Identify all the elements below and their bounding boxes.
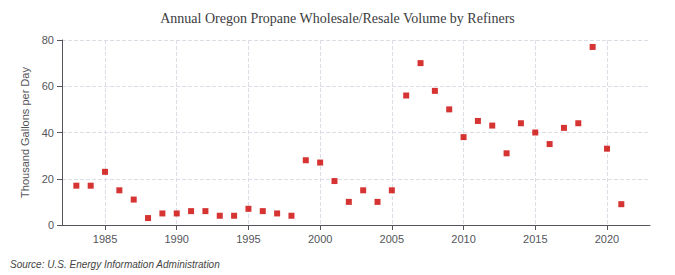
svg-text:40: 40 xyxy=(42,127,54,139)
svg-text:2000: 2000 xyxy=(308,233,332,245)
svg-text:2015: 2015 xyxy=(523,233,547,245)
svg-text:1990: 1990 xyxy=(164,233,188,245)
svg-text:Source: U.S. Energy Informatio: Source: U.S. Energy Information Administ… xyxy=(10,259,220,270)
svg-text:0: 0 xyxy=(48,219,54,231)
svg-text:1985: 1985 xyxy=(93,233,117,245)
svg-text:2020: 2020 xyxy=(595,233,619,245)
svg-text:80: 80 xyxy=(42,34,54,46)
svg-text:2005: 2005 xyxy=(380,233,404,245)
svg-text:1995: 1995 xyxy=(236,233,260,245)
svg-text:2010: 2010 xyxy=(451,233,475,245)
svg-text:60: 60 xyxy=(42,80,54,92)
svg-text:Thousand Gallons per Day: Thousand Gallons per Day xyxy=(19,67,31,198)
svg-text:Annual Oregon Propane Wholesal: Annual Oregon Propane Wholesale/Resale V… xyxy=(160,11,515,26)
svg-text:20: 20 xyxy=(42,173,54,185)
